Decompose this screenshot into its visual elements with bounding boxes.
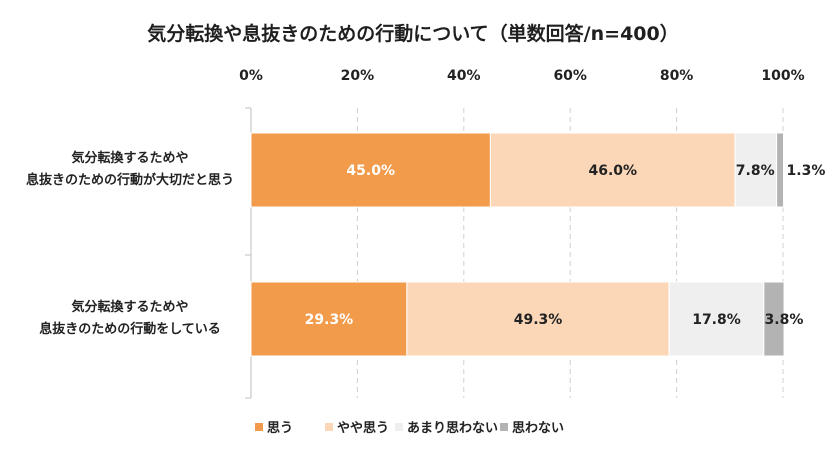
x-tick-label: 40%	[447, 68, 481, 84]
legend-swatch	[395, 423, 403, 431]
data-label: 7.8%	[736, 163, 775, 179]
data-label: 3.8%	[765, 312, 804, 328]
data-label: 1.3%	[787, 163, 826, 179]
x-tick-label: 80%	[660, 68, 694, 84]
legend-label: 思わない	[512, 421, 564, 436]
x-tick-label: 20%	[341, 68, 375, 84]
data-label: 45.0%	[346, 163, 395, 179]
bar-segment	[668, 281, 765, 357]
category-labels: 気分転換するためや息抜きのための行動が大切だと思う気分転換するためや息抜きのため…	[26, 150, 234, 337]
category-label: 息抜きのための行動が大切だと思う	[26, 172, 234, 188]
data-label: 29.3%	[305, 312, 354, 328]
data-label: 46.0%	[588, 163, 637, 179]
legend-label: あまり思わない	[407, 421, 498, 436]
legend: 思う やや思う あまり思わない 思わない	[255, 421, 564, 436]
bar-segment	[776, 132, 785, 208]
category-label: 気分転換するためや	[71, 150, 188, 166]
data-label: 17.8%	[692, 312, 741, 328]
category-label: 気分転換するためや	[71, 299, 188, 315]
legend-label: やや思う	[337, 421, 389, 436]
bar-segment	[763, 281, 785, 357]
bars: 45.0% 46.0% 7.8% 1.3% 29.3% 49.3% 17.8% 3.8%	[250, 132, 826, 357]
legend-swatch	[325, 423, 333, 431]
legend-swatch	[500, 423, 508, 431]
category-label: 息抜きのための行動をしている	[39, 321, 221, 337]
x-tick-label: 0%	[239, 68, 263, 84]
x-axis-ticks: 0% 20% 40% 60% 80% 100%	[239, 68, 805, 84]
chart-title: 気分転換や息抜きのための行動について（単数回答/n=400）	[147, 22, 678, 45]
legend-swatch	[255, 423, 263, 431]
x-tick-label: 60%	[553, 68, 587, 84]
bar-segment	[250, 132, 491, 208]
x-tick-label: 100%	[761, 68, 804, 84]
legend-label: 思う	[267, 421, 293, 436]
bar-segment	[489, 132, 736, 208]
data-label: 49.3%	[514, 312, 563, 328]
